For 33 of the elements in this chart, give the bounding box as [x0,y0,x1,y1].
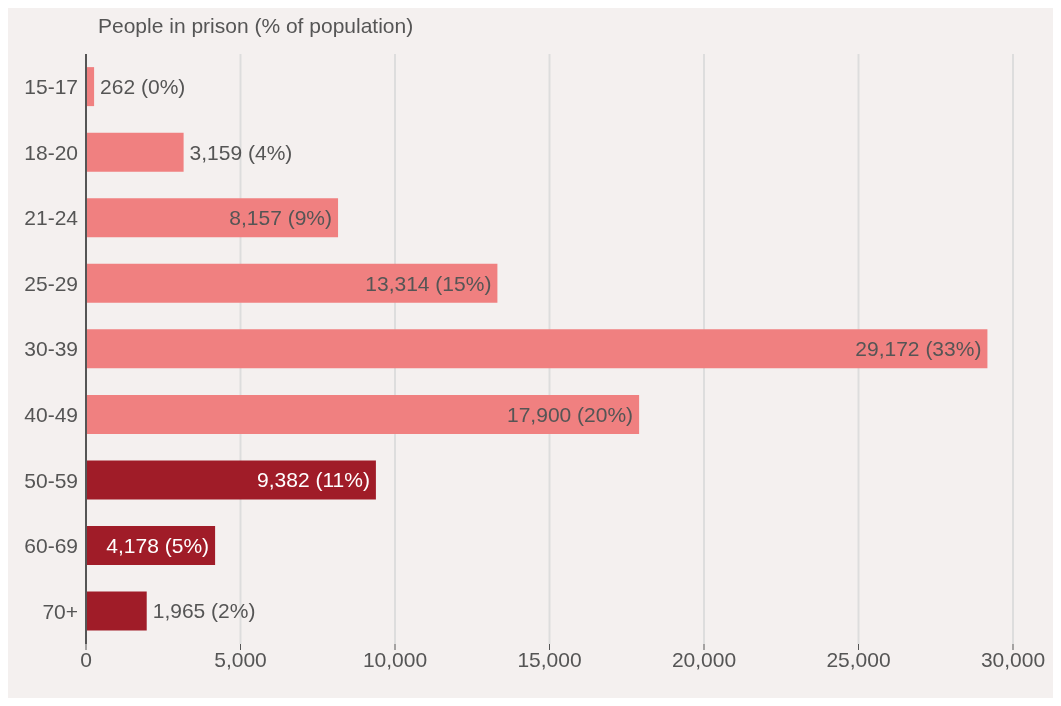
x-tick-label: 25,000 [826,647,891,671]
data-label: 262 (0%) [100,74,186,98]
bar [86,329,988,369]
x-tick-label: 30,000 [980,647,1046,671]
data-label: 4,178 (5%) [106,533,210,557]
y-tick-label: 40-49 [24,403,78,427]
x-tick-label: 10,000 [362,647,428,671]
y-tick-label: 18-20 [24,140,78,164]
bar [86,460,376,500]
x-tick-label: 15,000 [517,647,582,671]
y-tick-label: 21-24 [24,206,79,230]
bar [86,394,640,434]
data-label: 3,159 (4%) [189,140,293,164]
x-tick-label: 5,000 [214,647,267,671]
data-label: 8,157 (9%) [229,206,333,230]
y-tick-label: 30-39 [24,337,78,361]
data-label: 29,172 (33%) [855,337,982,361]
bar [86,132,184,172]
y-tick-label: 70+ [42,599,78,623]
data-label: 13,314 (15%) [365,271,492,295]
bar [86,198,339,238]
bar [86,263,498,303]
data-label: 17,900 (20%) [507,402,634,426]
data-label: 9,382 (11%) [257,468,370,492]
y-tick-label: 25-29 [24,271,78,295]
data-label: 1,965 (2%) [152,599,256,623]
y-tick-label: 15-17 [24,75,78,99]
y-tick-label: 50-59 [24,468,78,492]
y-tick-label: 60-69 [24,534,78,558]
x-tick-label: 20,000 [671,647,737,671]
x-tick-label: 0 [80,647,92,671]
bar [86,591,147,631]
chart-title: People in prison (% of population) [97,13,415,39]
